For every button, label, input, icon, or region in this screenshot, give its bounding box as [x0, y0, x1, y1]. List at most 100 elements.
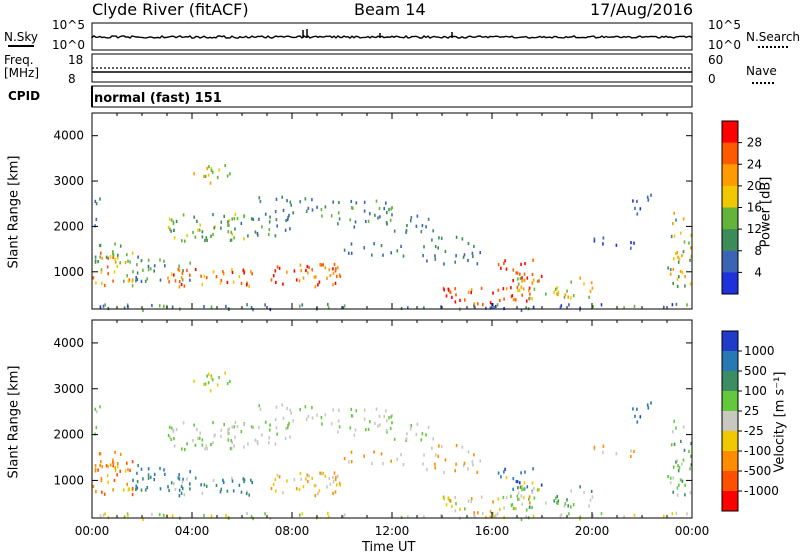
velocity-cell: [178, 494, 181, 498]
power-cell: [337, 222, 339, 226]
velocity-cell: [305, 417, 308, 421]
velocity-cell: [127, 468, 129, 472]
power-cell: [159, 258, 161, 262]
power-cell: [437, 246, 439, 250]
velocity-cell: [172, 428, 175, 432]
velocity-cell: [676, 459, 679, 463]
velocity-cell: [153, 478, 155, 482]
velocity-cell: [114, 469, 117, 473]
velocity-cell: [332, 491, 334, 496]
velocity-cell: [210, 514, 213, 518]
freq-unit: [MHz]: [4, 66, 40, 80]
velocity-cell: [286, 406, 288, 411]
power-cell: [311, 208, 314, 212]
velocity-cell: [512, 506, 515, 511]
power-cell: [678, 275, 680, 279]
power-cell: [321, 214, 323, 218]
power-cell: [432, 229, 434, 233]
power-cell: [393, 229, 396, 233]
velocity-cell: [588, 504, 590, 508]
velocity-cell: [422, 462, 424, 466]
power-cell: [103, 283, 106, 288]
velocity-cell: [213, 434, 215, 438]
velocity-cell: [512, 487, 514, 491]
power-cell: [140, 259, 143, 263]
velocity-cell: [203, 513, 205, 518]
velocity-cell: [299, 513, 301, 517]
velocity-cell: [406, 432, 408, 436]
velocity-cell: [675, 460, 677, 464]
power-cell: [406, 224, 408, 228]
velocity-cell: [159, 487, 162, 491]
velocity-cell: [169, 435, 171, 439]
velocity-cell: [229, 447, 232, 451]
power-cell: [334, 269, 337, 273]
velocity-cell: [497, 471, 500, 475]
power-cell: [464, 298, 466, 302]
velocity-cell: [212, 478, 215, 482]
power-cell: [147, 258, 150, 262]
velocity-cell: [409, 427, 412, 431]
power-cell: [623, 306, 625, 310]
power-cell: [680, 231, 682, 235]
power-cell: [227, 223, 229, 227]
velocity-cell: [227, 428, 229, 432]
power-cell: [526, 276, 529, 280]
power-cell: [250, 217, 253, 221]
velocity-cell: [517, 491, 520, 495]
velocity-cell: [311, 476, 313, 480]
velocity-cell: [634, 414, 636, 418]
velocity-cell: [524, 470, 526, 474]
velocity-cell: [163, 468, 165, 472]
velocity-cell: [189, 470, 191, 474]
velocity-cell: [95, 410, 98, 414]
power-cell: [213, 226, 215, 230]
velocity-cell: [496, 512, 499, 516]
velocity-cell: [482, 511, 484, 516]
velocity-cell: [137, 464, 139, 468]
velocity-colorbar-segment: [722, 411, 738, 432]
velocity-colorbar-tick-label: 100: [744, 384, 767, 398]
power-cell: [194, 235, 197, 239]
velocity-cell: [123, 488, 125, 492]
velocity-cell: [489, 510, 492, 514]
power-cell: [289, 200, 292, 204]
velocity-cell: [288, 421, 290, 425]
velocity-cell: [246, 512, 248, 516]
velocity-cell: [298, 487, 301, 492]
power-cell: [416, 214, 419, 218]
nsky-legend-line: [8, 45, 34, 47]
power-cell: [350, 199, 353, 204]
velocity-cell: [503, 470, 505, 474]
velocity-cell: [682, 458, 685, 462]
power-cell: [210, 234, 212, 238]
power-cell: [528, 286, 531, 290]
velocity-cell: [385, 409, 387, 413]
velocity-cell: [532, 467, 534, 471]
power-cell: [593, 237, 596, 241]
velocity-cell: [194, 476, 197, 480]
power-colorbar-segment: [722, 142, 738, 165]
power-cell: [491, 302, 494, 307]
velocity-cell: [445, 503, 448, 507]
power-cell: [415, 224, 418, 228]
velocity-cell: [231, 476, 233, 480]
power-cell: [171, 305, 174, 309]
power-cell: [201, 283, 204, 287]
power-cell: [205, 276, 208, 280]
power-cell: [505, 267, 508, 271]
velocity-cell: [477, 511, 479, 515]
velocity-cell: [396, 457, 399, 461]
power-cell: [219, 281, 222, 285]
power-cell: [454, 260, 456, 264]
power-cell: [92, 276, 95, 280]
velocity-cell: [459, 507, 461, 511]
power-cell: [127, 259, 129, 263]
power-cell: [467, 290, 470, 294]
velocity-cell: [300, 477, 302, 481]
velocity-cell: [192, 439, 194, 443]
velocity-cell: [186, 477, 188, 481]
power-cell: [250, 270, 252, 274]
power-cell: [470, 288, 473, 292]
power-cell: [246, 303, 248, 307]
